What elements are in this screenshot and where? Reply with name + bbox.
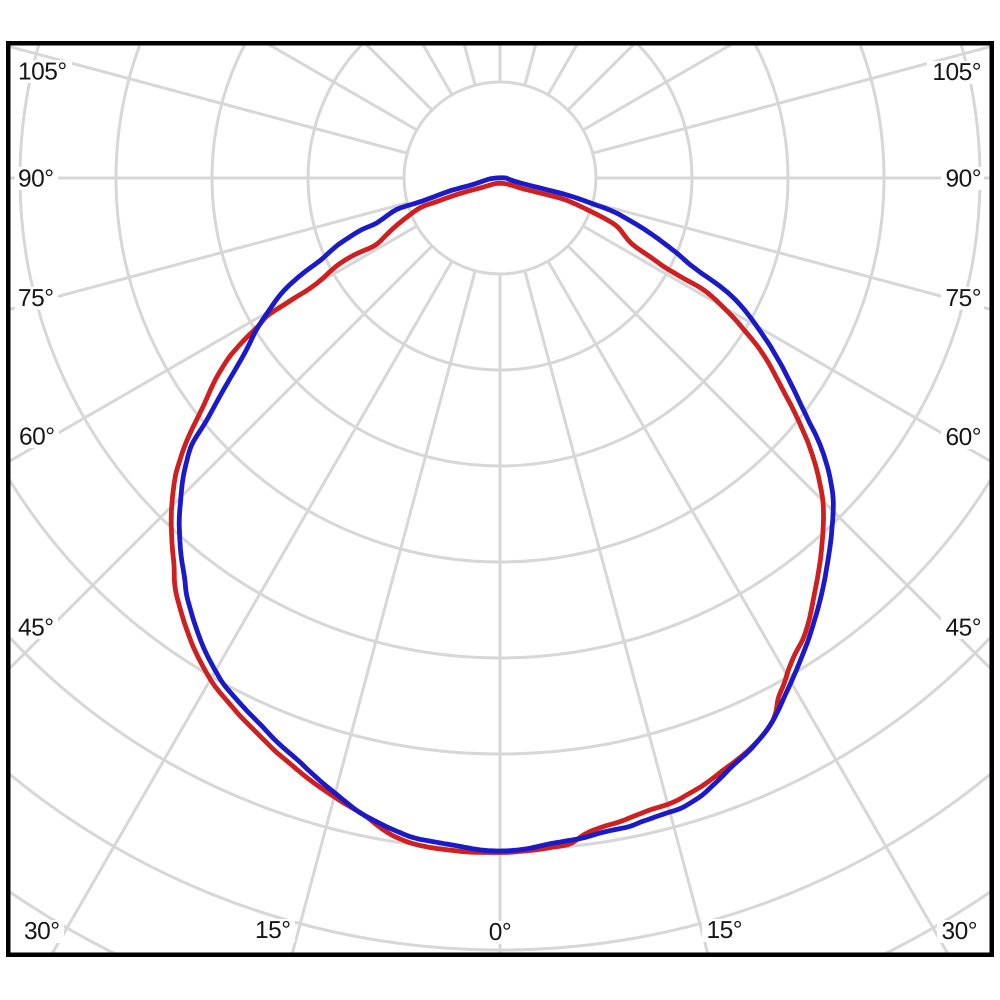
svg-text:105°: 105° bbox=[18, 59, 67, 86]
svg-text:0°: 0° bbox=[489, 919, 511, 946]
svg-text:90°: 90° bbox=[945, 166, 981, 193]
svg-text:90°: 90° bbox=[18, 166, 54, 193]
svg-text:60°: 60° bbox=[945, 424, 981, 451]
svg-text:45°: 45° bbox=[945, 615, 981, 642]
svg-text:30°: 30° bbox=[24, 918, 60, 945]
svg-text:60°: 60° bbox=[19, 424, 55, 451]
svg-text:105°: 105° bbox=[932, 59, 981, 86]
svg-text:75°: 75° bbox=[18, 285, 54, 312]
svg-text:15°: 15° bbox=[706, 917, 742, 944]
svg-text:15°: 15° bbox=[255, 917, 291, 944]
svg-text:75°: 75° bbox=[945, 285, 981, 312]
svg-text:30°: 30° bbox=[941, 918, 977, 945]
svg-text:45°: 45° bbox=[18, 615, 54, 642]
